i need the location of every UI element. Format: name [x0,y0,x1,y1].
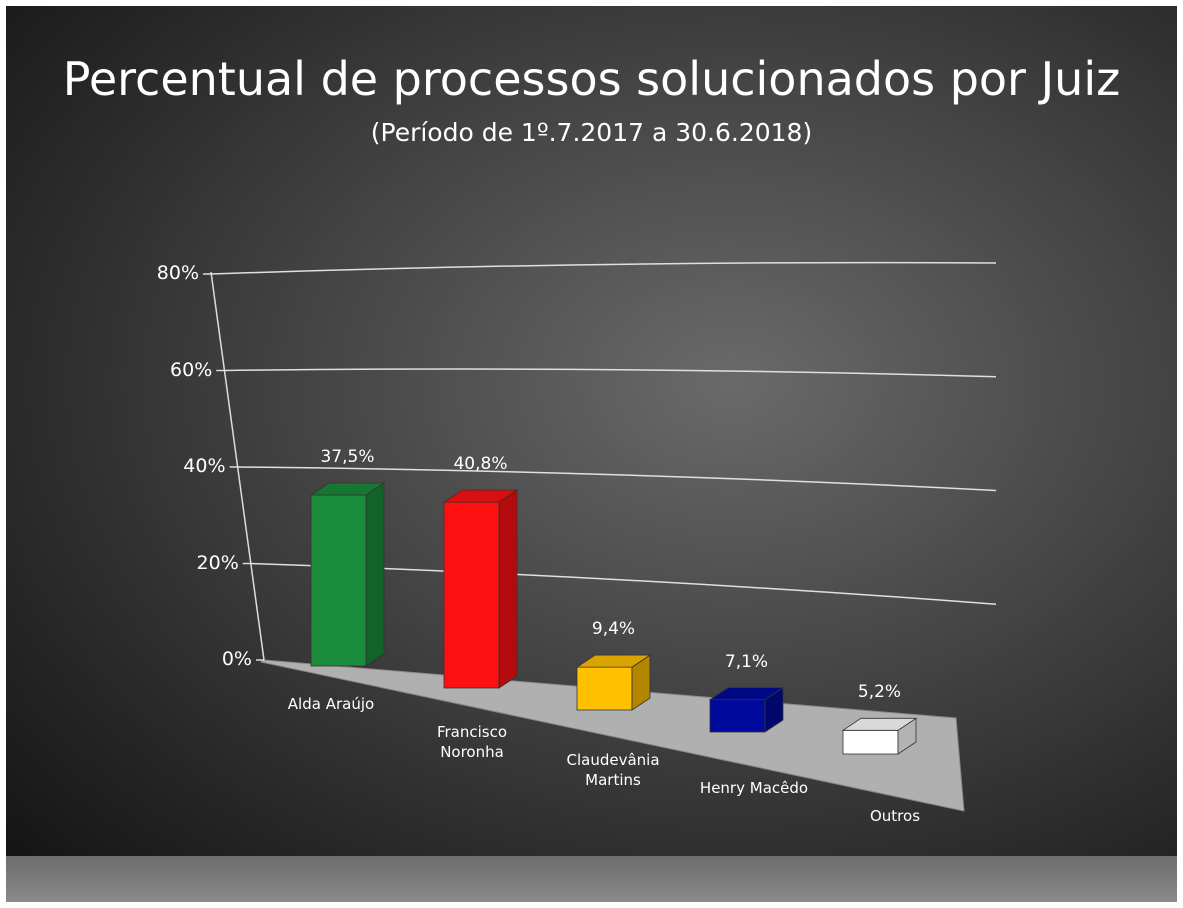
bar [708,686,785,733]
x-tick-label: Francisco Noronha [436,723,508,761]
bar-top [442,489,519,503]
bar-side [498,489,518,689]
chart [203,261,997,812]
bar [309,482,386,667]
grid-line [237,466,997,492]
bar-top [708,687,785,701]
value-label: 37,5% [320,447,375,467]
value-label: 5,2% [857,682,902,703]
value-label: 40,8% [453,453,508,474]
bar-top [309,482,386,496]
bar [575,654,652,711]
y-tick-label: 40% [183,455,226,477]
y-tick-label: 80% [156,262,199,284]
bar-front [842,729,899,755]
x-tick-label: Henry Macêdo [699,779,809,797]
x-tick-label: Outros [869,807,921,825]
x-tick-label: Claudevânia Martins [566,751,660,789]
slide: Percentual de processos solucionados por… [6,6,1177,902]
bar-front [709,699,766,733]
y-tick-label: 20% [196,551,239,574]
grid-line [224,368,997,378]
value-label: 9,4% [591,619,636,640]
bar-front [310,494,367,667]
bar-top [575,654,652,668]
y-tick-label: 60% [170,358,213,381]
chart-title: Percentual de processos solucionados por… [62,52,1121,106]
grid-line [210,261,997,275]
bar-front [443,501,500,689]
value-label: 7,1% [724,651,769,672]
footer-band [6,856,1177,902]
bar [442,489,519,689]
y-axis [210,271,265,661]
y-tick-label: 0% [221,648,252,670]
bar-front [576,666,633,711]
chart-subtitle: (Período de 1º.7.2017 a 30.6.2018) [370,118,813,147]
x-tick-label: Alda Araújo [287,695,375,713]
bar-top [841,717,918,731]
bar [841,717,918,755]
bar-side [365,482,385,667]
